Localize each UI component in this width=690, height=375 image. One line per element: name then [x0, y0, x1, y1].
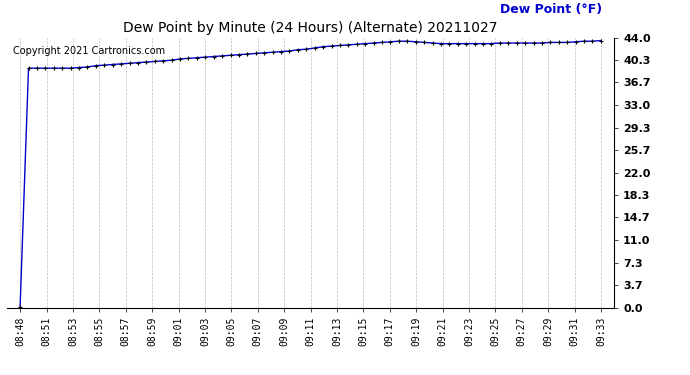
Text: Dew Point (°F): Dew Point (°F) — [500, 3, 602, 16]
Text: Copyright 2021 Cartronics.com: Copyright 2021 Cartronics.com — [13, 46, 165, 56]
Title: Dew Point by Minute (24 Hours) (Alternate) 20211027: Dew Point by Minute (24 Hours) (Alternat… — [124, 21, 497, 35]
